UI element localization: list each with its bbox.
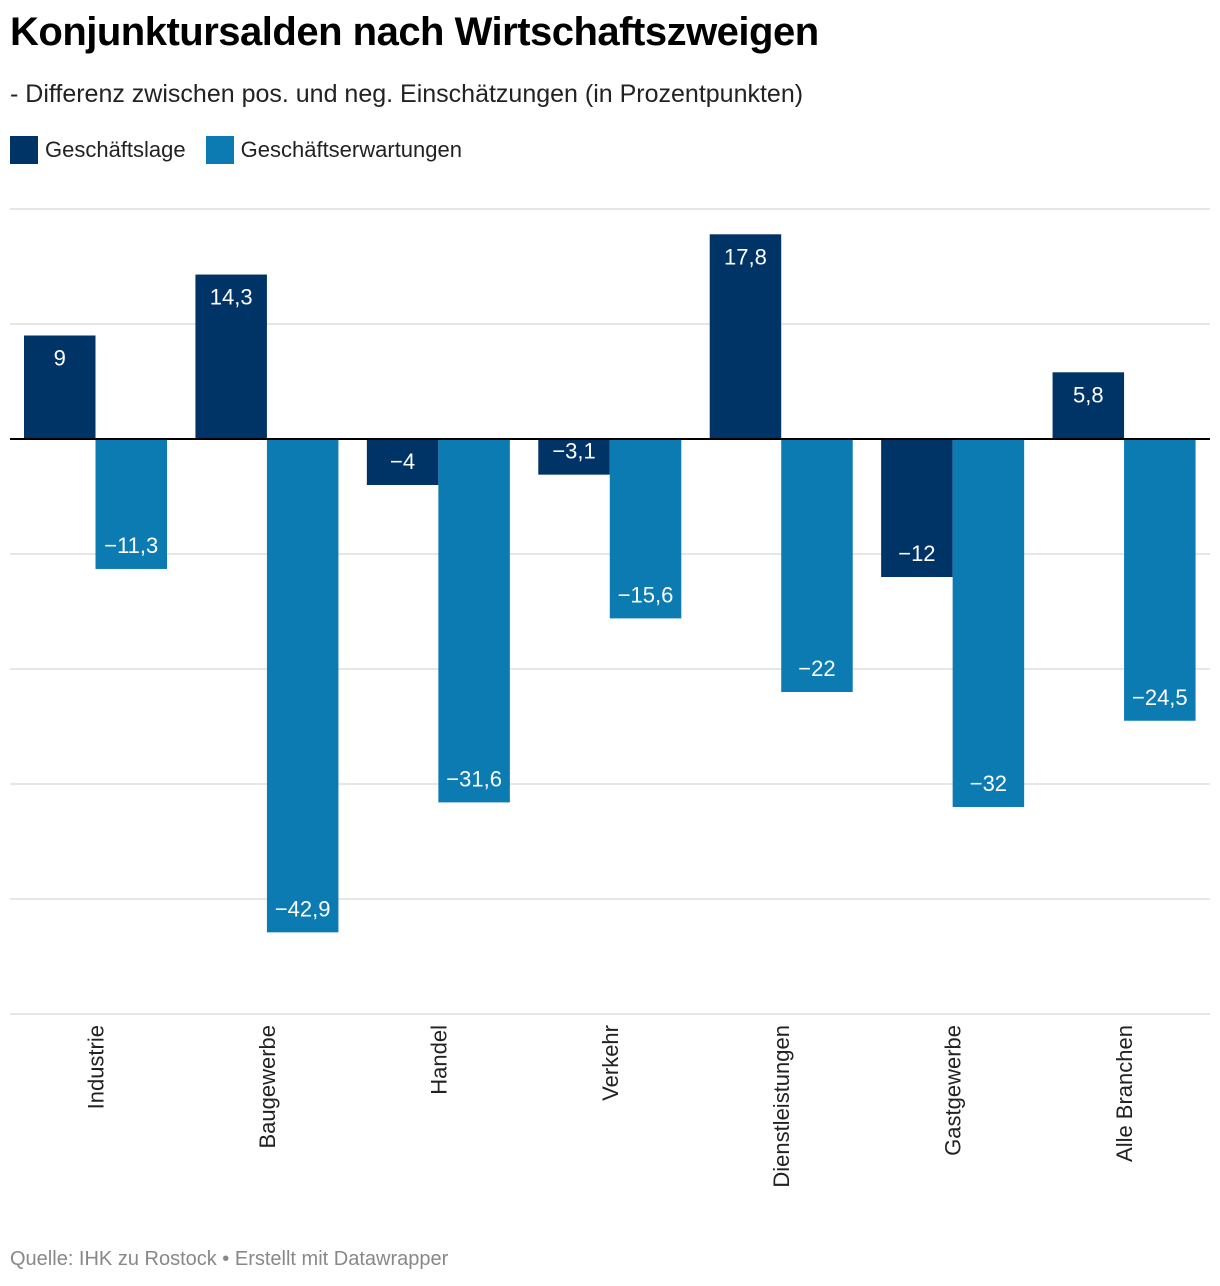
legend-label-geschaeftserwartungen: Geschäftserwartungen (240, 137, 462, 162)
bar (266, 439, 339, 933)
legend: Geschäftslage Geschäftserwartungen (10, 136, 462, 164)
data-label: −4 (390, 449, 415, 474)
data-label: −24,5 (1132, 685, 1188, 710)
bar (24, 335, 96, 439)
bar (366, 439, 439, 485)
bar-chart: 9 −11,3 Industrie 14,3 −42,9 Baugewerbe −4 −31,… (10, 208, 1210, 1188)
category-label: Gastgewerbe (941, 1025, 966, 1156)
bar (709, 234, 782, 439)
data-label: −15,6 (618, 582, 674, 607)
chart-subtitle: - Differenz zwischen pos. und neg. Einsc… (10, 80, 804, 108)
category-label: Baugewerbe (255, 1025, 280, 1149)
data-label: −11,3 (104, 533, 158, 558)
bar (95, 439, 167, 569)
category-label: Dienstleistungen (769, 1025, 794, 1188)
bar (538, 439, 610, 475)
bar (438, 439, 510, 803)
category-label: Verkehr (598, 1025, 623, 1101)
category-label: Handel (426, 1025, 451, 1095)
bar (881, 439, 953, 577)
legend-item-geschaeftserwartungen: Geschäftserwartungen (205, 136, 462, 164)
category-label: Industrie (84, 1025, 109, 1109)
legend-label-geschaeftslage: Geschäftslage (45, 137, 186, 162)
data-label: −31,6 (446, 766, 502, 791)
source-note: Quelle: IHK zu Rostock • Erstellt mit Da… (10, 1248, 449, 1270)
bar (1052, 372, 1125, 439)
data-label: −22 (798, 656, 835, 681)
legend-swatch-geschaeftslage (10, 136, 38, 164)
category-label: Alle Branchen (1112, 1025, 1137, 1162)
data-label: −12 (898, 541, 935, 566)
data-label: −3,1 (552, 439, 595, 464)
data-label: 5,8 (1073, 382, 1104, 407)
bar (1124, 439, 1196, 721)
bar (609, 439, 682, 619)
data-label: −42,9 (275, 896, 331, 921)
legend-item-geschaeftslage: Geschäftslage (10, 136, 186, 164)
data-label: −32 (970, 771, 1007, 796)
data-label: 14,3 (210, 285, 253, 310)
chart-title: Konjunktursalden nach Wirtschaftszweigen (10, 10, 819, 54)
bar (195, 274, 267, 439)
data-label: 9 (54, 346, 66, 371)
bar (952, 439, 1025, 807)
legend-swatch-geschaeftserwartungen (205, 136, 234, 164)
data-label: 17,8 (724, 244, 767, 269)
bar (781, 439, 853, 692)
